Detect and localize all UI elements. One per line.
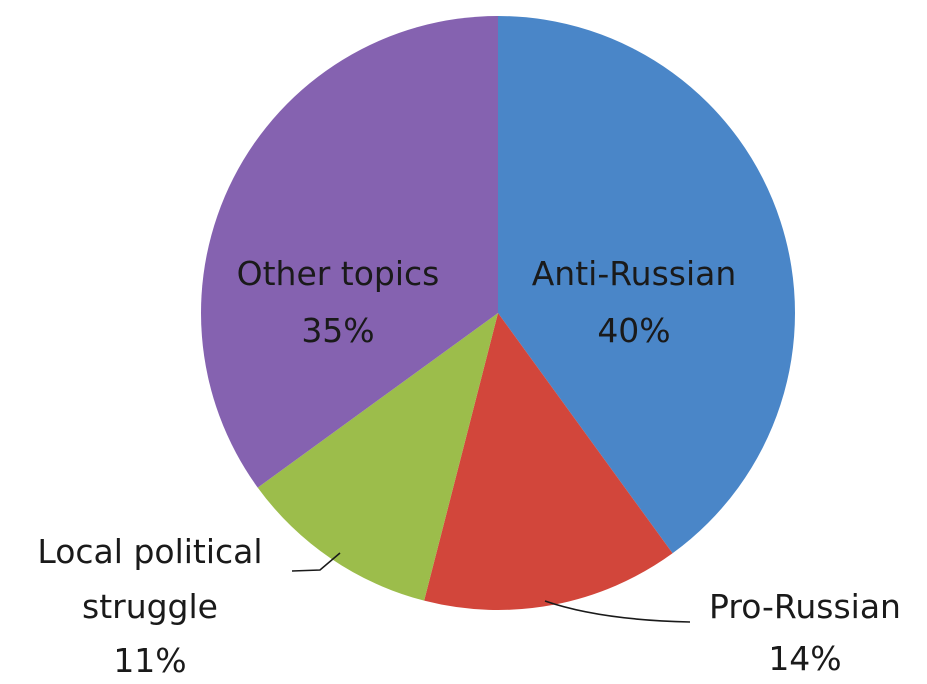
slice-label-anti-russian-line-1: Anti-Russian [532,254,737,293]
pie-slice-pro-russian [424,313,673,610]
pie-slice-local-political-struggle [257,313,498,601]
slice-label-local-political-struggle-line-1: Local political [37,532,262,571]
leader-lines [291,552,691,623]
slice-value-other-topics: 35% [301,311,374,350]
slice-label-pro-russian-line-1: Pro-Russian [709,587,901,626]
leader-line-local-political-struggle [291,552,341,572]
pie-slice-anti-russian [498,16,795,554]
slice-value-local-political-struggle: 11% [113,641,186,680]
pie-slices [200,16,795,610]
pie-slice-other-topics [200,16,498,488]
slice-labels: Anti-Russian 40% Pro-Russian 14% Local polit… [37,254,901,680]
leader-line-pro-russian [544,600,691,623]
slice-value-pro-russian: 14% [768,639,841,678]
slice-label-local-political-struggle-line-2: struggle [82,587,218,626]
slice-label-other-topics-line-1: Other topics [237,254,440,293]
slice-value-anti-russian: 40% [597,311,670,350]
